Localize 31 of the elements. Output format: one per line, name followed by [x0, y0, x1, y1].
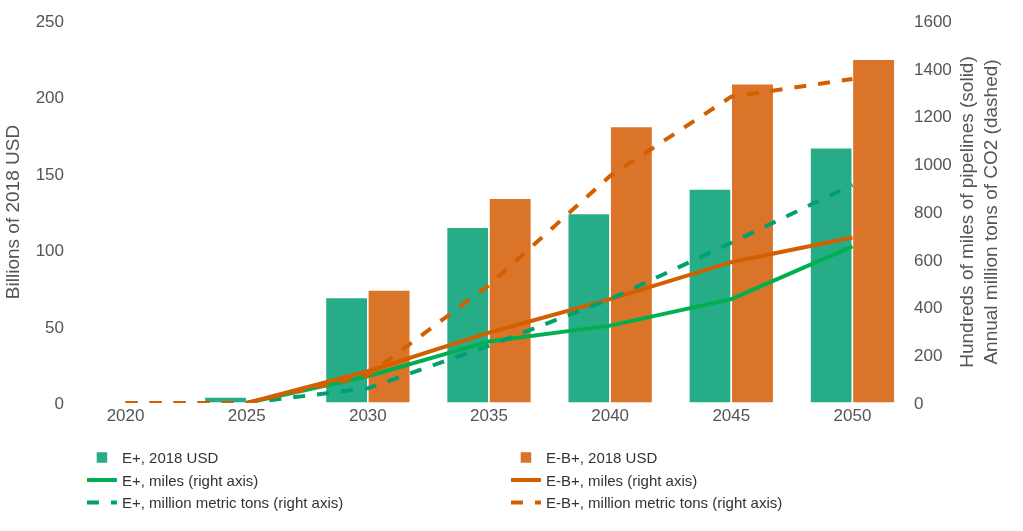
y2-tick-label: 400 [914, 298, 943, 318]
legend-label: E+, miles (right axis) [121, 471, 259, 489]
y2-tick-label: 800 [914, 202, 943, 222]
y2-tick-label: 1000 [914, 155, 952, 175]
y-tick-label: 50 [45, 317, 64, 337]
x-tick-label: 2040 [591, 406, 630, 425]
legend-label: E+, 2018 USD [121, 449, 219, 467]
x-tick-label: 2030 [348, 406, 387, 425]
y-tick-label: 100 [35, 241, 64, 261]
line-series [123, 77, 855, 403]
y2-tick-label: 0 [914, 393, 924, 413]
x-tick-label: 2035 [470, 406, 508, 425]
legend-label: E-B+, million metric tons (right axis) [545, 494, 783, 512]
x-tick-label: 2050 [833, 406, 872, 425]
y-tick-label: 0 [54, 393, 64, 413]
x-tick-label: 2020 [106, 406, 145, 425]
y-tick-label: 200 [35, 88, 64, 108]
y2-tick-label: 1400 [914, 59, 952, 79]
y2-tick-label: 600 [914, 250, 943, 270]
x-tick-label: 2025 [227, 406, 266, 425]
y2-tick-label: 1600 [914, 11, 952, 31]
legend-label: E-B+, miles (right axis) [545, 471, 698, 489]
y2-tick-label: 200 [914, 346, 943, 366]
y2-tick-label: 1200 [914, 107, 952, 127]
x-tick-label: 2045 [712, 406, 751, 425]
legend-label: E+, million metric tons (right axis) [121, 494, 344, 512]
y2-axis-title: Hundreds of miles of pipelines (solid) Annual million tons of CO2 (dashed) [955, 56, 1002, 368]
y-tick-label: 150 [35, 164, 64, 184]
y-tick-label: 250 [35, 11, 64, 31]
legend-label: E-B+, 2018 USD [545, 449, 658, 467]
y-axis-title: Billions of 2018 USD [2, 124, 24, 300]
